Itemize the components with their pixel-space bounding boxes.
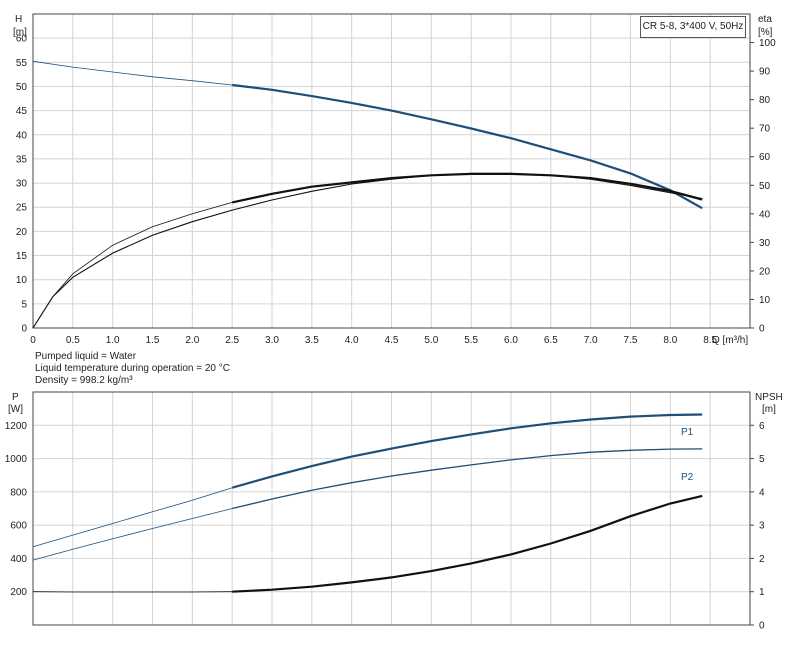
p2-curve <box>232 448 703 510</box>
head-efficiency-chart: 0 0.5 1.0 1.5 2.0 2.5 3.0 3.5 4.0 4.5 5.0 5.5 6.0 6.5… <box>13 13 776 346</box>
series-label-p2: P2 <box>681 472 694 483</box>
top-y-tick-label-right: 50 <box>759 181 771 192</box>
top-x-tick-label: 5.0 <box>424 335 438 346</box>
bottom-ylabel-right-2: [m] <box>762 404 776 415</box>
npsh-curve <box>232 494 703 593</box>
top-y-tick-label-left: 10 <box>16 275 28 286</box>
bottom-y-tick-label-right: 3 <box>759 521 765 532</box>
bottom-chart-frame <box>32 391 751 626</box>
top-ylabel-left-1: H <box>15 14 22 25</box>
bottom-y-tick-label-right: 1 <box>759 587 765 598</box>
bottom-y-tick-label-left: 1200 <box>5 421 28 432</box>
top-y-tick-label-right: 0 <box>759 324 765 335</box>
top-ylabel-left-2: [m] <box>13 27 27 38</box>
bottom-y-tick-label-left: 800 <box>10 487 27 498</box>
top-y-tick-label-left: 45 <box>16 106 28 117</box>
bottom-y-tick-label-left: 200 <box>10 587 27 598</box>
top-x-tick-label: 6.0 <box>504 335 518 346</box>
bottom-chart-ticks: 200 400 600 800 1000 1200 0 1 2 3 4 5 6 <box>5 421 765 632</box>
top-x-tick-label: 3.0 <box>265 335 279 346</box>
p2-curve-thin <box>32 508 233 561</box>
bottom-chart-grid <box>32 392 750 625</box>
top-y-tick-label-right: 60 <box>759 152 771 163</box>
top-chart-series <box>32 60 703 329</box>
top-y-tick-label-right: 90 <box>759 67 771 78</box>
top-x-tick-label: 8.5 <box>703 335 717 346</box>
efficiency-curve <box>231 172 703 204</box>
top-y-tick-label-left: 50 <box>16 82 28 93</box>
top-y-tick-label-left: 60 <box>16 34 28 45</box>
top-y-tick-label-right: 40 <box>759 209 771 220</box>
efficiency-curve-thin <box>32 202 233 329</box>
head-curve <box>232 83 703 210</box>
bottom-chart-series <box>32 413 703 593</box>
top-y-tick-label-left: 55 <box>16 58 28 69</box>
top-xlabel: Q [m³/h] <box>712 335 748 346</box>
head-curve-thin <box>32 60 233 86</box>
top-y-tick-label-right: 10 <box>759 295 771 306</box>
top-x-tick-label: 4.5 <box>385 335 399 346</box>
top-chart-frame <box>32 13 751 329</box>
top-y-tick-label-left: 0 <box>21 324 27 335</box>
efficiency-envelope-curve <box>32 172 703 329</box>
bottom-y-tick-label-left: 1000 <box>5 454 28 465</box>
top-y-tick-label-right: 80 <box>759 95 771 106</box>
fluid-info-liquid: Pumped liquid = Water <box>35 351 137 362</box>
top-y-tick-label-left: 30 <box>16 179 28 190</box>
top-y-tick-label-left: 35 <box>16 154 28 165</box>
top-x-tick-label: 7.0 <box>584 335 598 346</box>
top-x-tick-label: 5.5 <box>464 335 478 346</box>
p1-curve-thin <box>32 487 233 548</box>
bottom-ylabel-left-2: [W] <box>8 404 23 415</box>
bottom-y-tick-label-right: 2 <box>759 554 765 565</box>
series-label-p1: P1 <box>681 427 694 438</box>
top-x-tick-label: 0 <box>30 335 36 346</box>
top-y-tick-label-left: 25 <box>16 203 28 214</box>
top-x-tick-label: 8.0 <box>663 335 677 346</box>
top-x-tick-label: 1.5 <box>146 335 160 346</box>
bottom-y-tick-label-right: 4 <box>759 487 765 498</box>
bottom-y-tick-label-right: 6 <box>759 421 765 432</box>
chart-title-box: CR 5-8, 3*400 V, 50Hz <box>640 16 746 38</box>
bottom-y-tick-label-left: 400 <box>10 554 27 565</box>
bottom-y-tick-label-right: 5 <box>759 454 765 465</box>
top-chart-grid <box>32 14 750 329</box>
bottom-y-tick-label-right: 0 <box>759 621 765 632</box>
p1-curve <box>231 413 703 489</box>
top-y-tick-label-left: 20 <box>16 227 28 238</box>
bottom-y-tick-label-left: 600 <box>10 521 27 532</box>
bottom-ylabel-left-1: P <box>12 392 19 403</box>
top-x-tick-label: 0.5 <box>66 335 80 346</box>
fluid-info-density: Density = 998.2 kg/m³ <box>35 375 133 386</box>
top-ylabel-right-2: [%] <box>758 27 773 38</box>
top-y-tick-label-left: 15 <box>16 251 28 262</box>
top-x-tick-label: 7.5 <box>624 335 638 346</box>
bottom-ylabel-right-1: NPSH <box>755 392 783 403</box>
top-x-tick-label: 3.5 <box>305 335 319 346</box>
top-x-tick-label: 4.0 <box>345 335 359 346</box>
top-x-tick-label: 6.5 <box>544 335 558 346</box>
top-y-tick-label-right: 20 <box>759 266 771 277</box>
top-ylabel-right-1: eta <box>758 14 772 25</box>
top-y-tick-label-left: 5 <box>21 299 27 310</box>
top-x-tick-label: 2.0 <box>185 335 199 346</box>
top-y-tick-label-right: 30 <box>759 238 771 249</box>
top-x-tick-label: 1.0 <box>106 335 120 346</box>
top-chart-ticks: 0 0.5 1.0 1.5 2.0 2.5 3.0 3.5 4.0 4.5 5.0 5.5 6.0 6.5… <box>16 34 776 346</box>
top-y-tick-label-right: 100 <box>759 38 776 49</box>
top-y-tick-label-left: 40 <box>16 130 28 141</box>
power-npsh-chart: 200 400 600 800 1000 1200 0 1 2 3 4 5 6 P [W] NPSH [… <box>5 391 783 632</box>
top-y-tick-label-right: 70 <box>759 124 771 135</box>
fluid-info-temperature: Liquid temperature during operation = 20… <box>35 363 230 374</box>
top-x-tick-label: 2.5 <box>225 335 239 346</box>
